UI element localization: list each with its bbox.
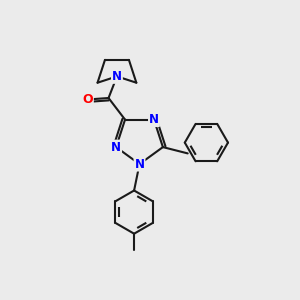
Text: N: N <box>134 158 145 171</box>
Text: N: N <box>149 113 159 126</box>
Text: O: O <box>82 93 93 106</box>
Text: N: N <box>111 141 121 154</box>
Text: N: N <box>112 70 122 83</box>
